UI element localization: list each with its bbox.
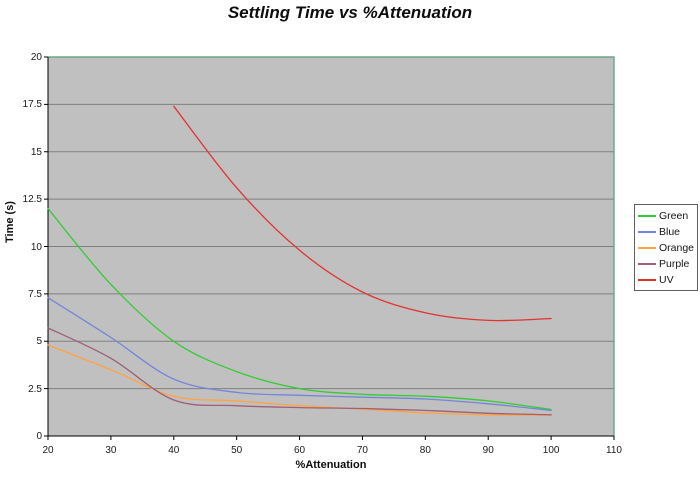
- legend: Green Blue Orange Purple UV: [634, 204, 698, 291]
- legend-line-sample-orange: [638, 247, 656, 249]
- y-tick-label-10: 10: [30, 241, 42, 253]
- legend-label-uv: UV: [659, 274, 674, 286]
- x-tick-label-70: 70: [356, 445, 368, 456]
- legend-item-orange: Orange: [638, 240, 697, 256]
- legend-line-sample-blue: [638, 231, 656, 233]
- x-tick-label-20: 20: [42, 445, 54, 456]
- y-tick-label-15: 15: [30, 146, 42, 158]
- series-line-green: [47, 207, 552, 411]
- series-line-purple: [47, 327, 552, 416]
- series-line-uv: [173, 105, 552, 322]
- x-tick-label-40: 40: [168, 445, 180, 456]
- x-tick-label-100: 100: [542, 445, 560, 456]
- x-tick-label-80: 80: [419, 445, 431, 456]
- y-tick-label-20: 20: [30, 52, 42, 63]
- x-tick-label-30: 30: [105, 445, 117, 456]
- legend-label-green: Green: [659, 210, 689, 222]
- x-tick-label-110: 110: [606, 445, 622, 456]
- x-tick-label-60: 60: [293, 445, 306, 456]
- legend-line-sample-purple: [638, 263, 656, 265]
- y-tick-label-2.5: 2.5: [28, 383, 42, 395]
- y-tick-label-5: 5: [36, 336, 42, 348]
- y-tick-label-0: 0: [36, 431, 42, 442]
- plot-border: [48, 56, 615, 436]
- legend-line-sample-uv: [638, 279, 656, 281]
- x-tick-label-90: 90: [482, 445, 494, 456]
- legend-label-blue: Blue: [659, 226, 681, 238]
- x-tick-label-50: 50: [231, 445, 243, 456]
- x-axis-title: %Attenuation: [295, 459, 367, 471]
- y-tick-label-7.5: 7.5: [28, 288, 42, 300]
- legend-item-green: Green: [638, 208, 697, 224]
- legend-line-sample-green: [638, 215, 656, 217]
- series-line-blue: [47, 297, 552, 412]
- y-tick-label-12.5: 12.5: [22, 194, 42, 206]
- legend-item-blue: Blue: [638, 224, 697, 240]
- legend-item-uv: UV: [638, 272, 697, 288]
- chart-title: Settling Time vs %Attenuation: [227, 3, 473, 22]
- legend-item-purple: Purple: [638, 256, 697, 272]
- legend-label-purple: Purple: [659, 258, 690, 270]
- series-line-orange: [47, 344, 552, 416]
- legend-label-orange: Orange: [659, 242, 695, 254]
- y-tick-label-17.5: 17.5: [22, 99, 42, 111]
